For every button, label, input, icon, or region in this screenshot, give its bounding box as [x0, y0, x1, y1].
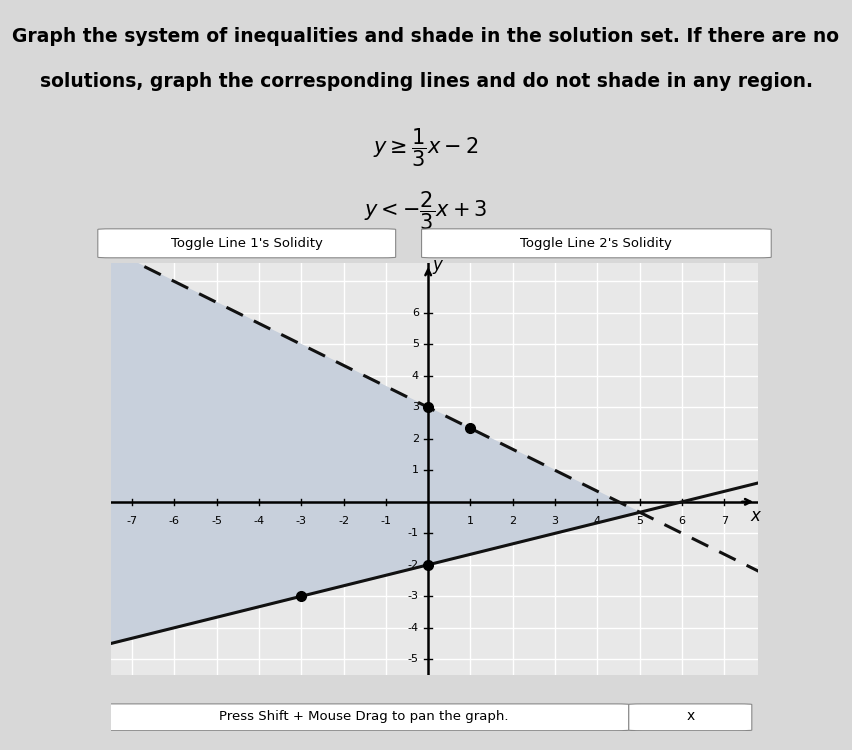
Text: Toggle Line 2's Solidity: Toggle Line 2's Solidity [521, 236, 672, 250]
Text: -4: -4 [408, 622, 419, 633]
Text: 5: 5 [412, 339, 419, 350]
Text: x: x [686, 710, 694, 724]
Text: 7: 7 [721, 516, 728, 526]
Text: Press Shift + Mouse Drag to pan the graph.: Press Shift + Mouse Drag to pan the grap… [219, 710, 508, 723]
FancyBboxPatch shape [98, 704, 629, 730]
Text: 2: 2 [509, 516, 516, 526]
Text: 4: 4 [412, 370, 419, 381]
Text: 3: 3 [412, 402, 419, 412]
Text: y: y [433, 256, 442, 274]
Text: -5: -5 [211, 516, 222, 526]
FancyBboxPatch shape [629, 704, 751, 730]
Text: -1: -1 [380, 516, 391, 526]
Text: Graph the system of inequalities and shade in the solution set. If there are no: Graph the system of inequalities and sha… [13, 27, 839, 46]
Text: -2: -2 [338, 516, 349, 526]
Text: 1: 1 [467, 516, 474, 526]
Text: -3: -3 [408, 591, 419, 602]
FancyBboxPatch shape [422, 229, 771, 258]
Text: 3: 3 [551, 516, 559, 526]
Text: 4: 4 [594, 516, 601, 526]
Text: -1: -1 [408, 528, 419, 538]
Text: -2: -2 [408, 560, 419, 570]
Text: 6: 6 [412, 308, 419, 318]
Text: -6: -6 [169, 516, 180, 526]
Text: $y < -\dfrac{2}{3}x + 3$: $y < -\dfrac{2}{3}x + 3$ [365, 189, 487, 232]
Text: 1: 1 [412, 465, 419, 476]
Text: -7: -7 [126, 516, 137, 526]
Text: x: x [750, 507, 760, 525]
FancyBboxPatch shape [98, 229, 395, 258]
Text: 6: 6 [678, 516, 686, 526]
Text: 5: 5 [636, 516, 643, 526]
Text: $y \geq \dfrac{1}{3}x - 2$: $y \geq \dfrac{1}{3}x - 2$ [373, 126, 479, 169]
Text: Toggle Line 1's Solidity: Toggle Line 1's Solidity [170, 236, 323, 250]
Text: -5: -5 [408, 654, 419, 664]
Text: 2: 2 [412, 433, 419, 444]
Text: -3: -3 [296, 516, 307, 526]
Text: -4: -4 [253, 516, 264, 526]
Text: solutions, graph the corresponding lines and do not shade in any region.: solutions, graph the corresponding lines… [39, 72, 813, 91]
